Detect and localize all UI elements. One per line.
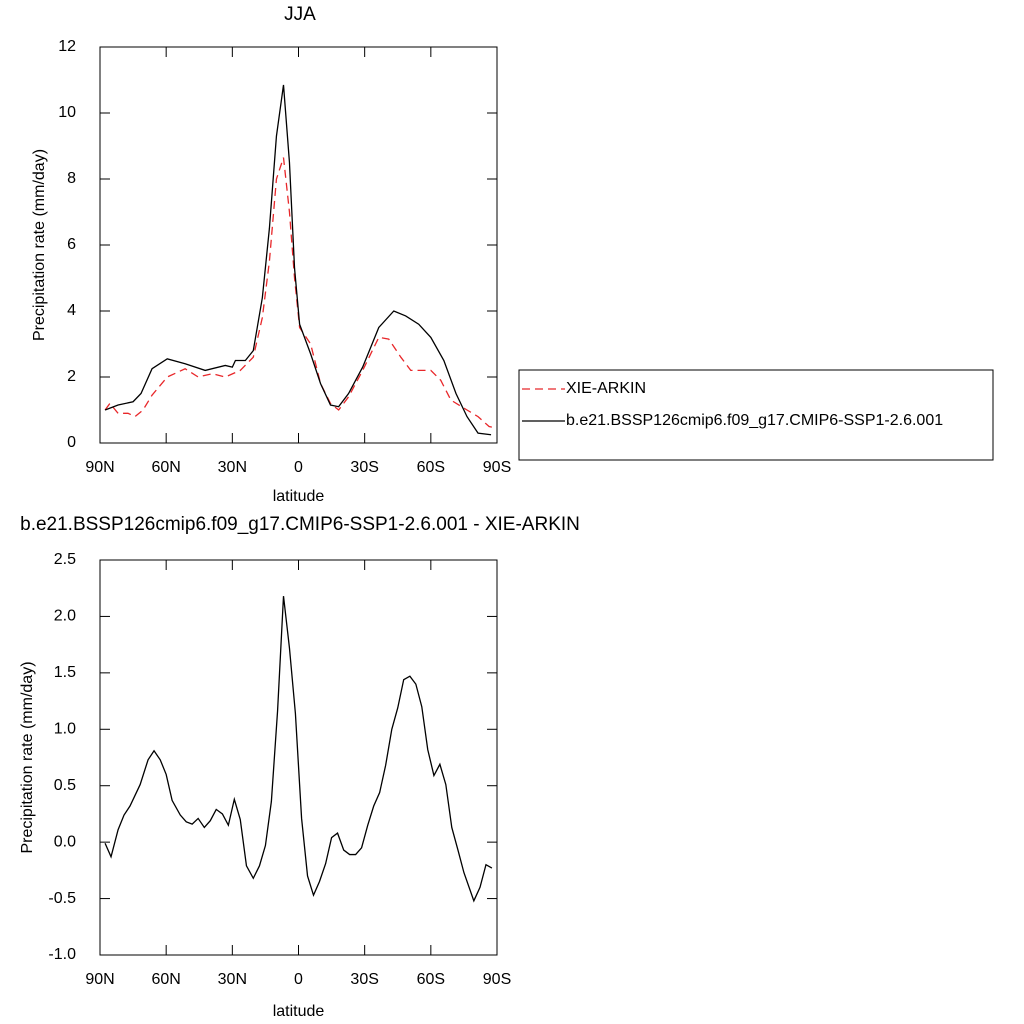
x-tick-label: 60S	[417, 971, 445, 988]
y-axis-label: Precipitation rate (mm/day)	[31, 149, 48, 341]
y-tick-label: 2.0	[54, 608, 76, 625]
y-tick-label: 4	[67, 302, 76, 319]
y-tick-label: 10	[58, 104, 76, 121]
x-tick-label: 90N	[85, 971, 114, 988]
x-tick-label: 60N	[151, 459, 180, 476]
data-line	[104, 84, 492, 436]
y-tick-label: 1.5	[54, 664, 76, 681]
data-line	[104, 596, 493, 903]
chart-title: JJA	[284, 4, 316, 25]
y-tick-label: 6	[67, 236, 76, 253]
x-tick-label: 30S	[350, 971, 378, 988]
y-tick-label: -1.0	[48, 946, 76, 963]
x-tick-label: 60S	[417, 459, 445, 476]
plot-frame	[99, 46, 498, 444]
x-tick-label: 90S	[483, 971, 511, 988]
x-tick-label: 90S	[483, 459, 511, 476]
x-tick-label: 90N	[85, 459, 114, 476]
x-axis-label: latitude	[273, 488, 325, 505]
legend-box	[518, 369, 994, 461]
y-tick-label: 2	[67, 368, 76, 385]
x-tick-label: 0	[294, 971, 303, 988]
data-line	[104, 157, 497, 429]
x-tick-label: 60N	[151, 971, 180, 988]
y-tick-label: 0.0	[54, 833, 76, 850]
y-tick-label: 2.5	[54, 551, 76, 568]
y-axis-label: Precipitation rate (mm/day)	[19, 661, 36, 853]
y-tick-label: 1.0	[54, 721, 76, 738]
x-axis-label: latitude	[273, 1003, 325, 1020]
y-tick-label: 0.5	[54, 777, 76, 794]
chart-title: b.e21.BSSP126cmip6.f09_g17.CMIP6-SSP1-2.…	[20, 514, 580, 535]
x-tick-label: 30N	[218, 459, 247, 476]
y-tick-label: -0.5	[48, 890, 76, 907]
y-tick-label: 12	[58, 38, 76, 55]
x-tick-label: 0	[294, 459, 303, 476]
x-tick-label: 30N	[218, 971, 247, 988]
y-tick-label: 8	[67, 170, 76, 187]
x-tick-label: 30S	[350, 459, 378, 476]
y-tick-label: 0	[67, 434, 76, 451]
legend-label: b.e21.BSSP126cmip6.f09_g17.CMIP6-SSP1-2.…	[566, 412, 943, 429]
legend-label: XIE-ARKIN	[566, 380, 646, 397]
